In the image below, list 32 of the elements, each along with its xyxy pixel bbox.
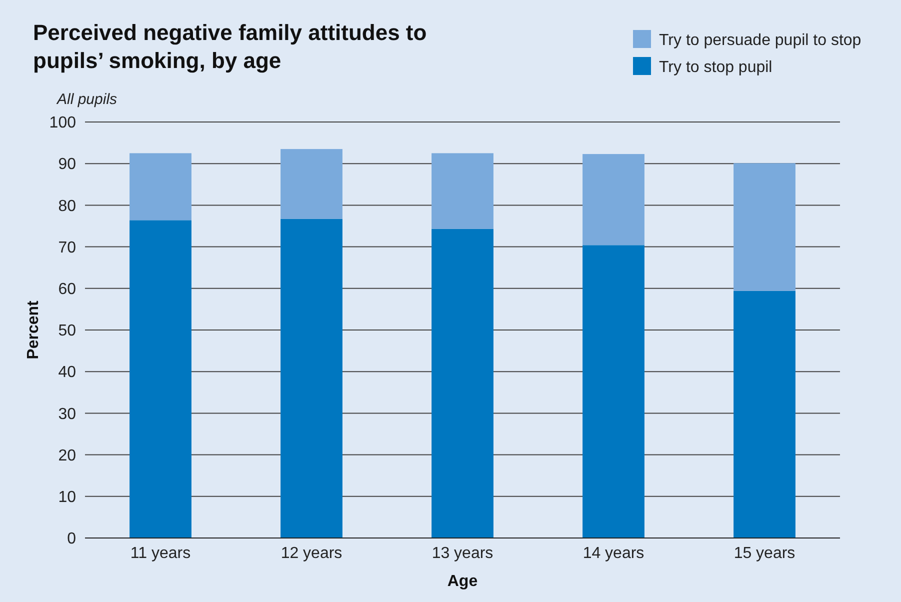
bar xyxy=(432,153,494,229)
x-tick-label: 15 years xyxy=(734,545,796,562)
y-tick-label: 0 xyxy=(67,530,76,548)
y-tick-label: 20 xyxy=(58,447,76,464)
bar xyxy=(734,163,796,291)
x-tick-label: 12 years xyxy=(280,545,342,562)
x-tick-label: 11 years xyxy=(130,545,191,562)
y-tick-label: 80 xyxy=(58,198,76,215)
x-axis-title: Age xyxy=(447,573,478,590)
y-tick-label: 70 xyxy=(58,239,76,256)
chart-title: Perceived negative family attitudes to pupils’ smoking, by age xyxy=(33,20,427,73)
bar xyxy=(280,149,342,219)
y-tick-label: 50 xyxy=(58,322,76,340)
legend-label: Try to stop pupil xyxy=(659,59,772,76)
bar xyxy=(734,290,796,538)
bar xyxy=(130,220,192,538)
bar xyxy=(582,154,644,246)
y-tick-label: 30 xyxy=(58,406,76,423)
bar xyxy=(432,228,494,538)
y-axis-title: Percent xyxy=(25,300,42,360)
y-tick-label: 40 xyxy=(58,364,76,382)
legend-label: Try to persuade pupil to stop xyxy=(659,32,862,49)
chart-subtitle: All pupils xyxy=(56,91,118,108)
bar xyxy=(582,245,644,538)
bar xyxy=(280,218,342,538)
x-tick-label: 14 years xyxy=(582,545,644,562)
y-tick-label: 10 xyxy=(58,489,76,506)
y-tick-label: 100 xyxy=(49,114,76,132)
bar xyxy=(130,153,192,220)
y-tick-label: 60 xyxy=(58,281,76,298)
y-tick-label: 90 xyxy=(58,156,76,174)
x-tick-label: 13 years xyxy=(432,545,494,562)
